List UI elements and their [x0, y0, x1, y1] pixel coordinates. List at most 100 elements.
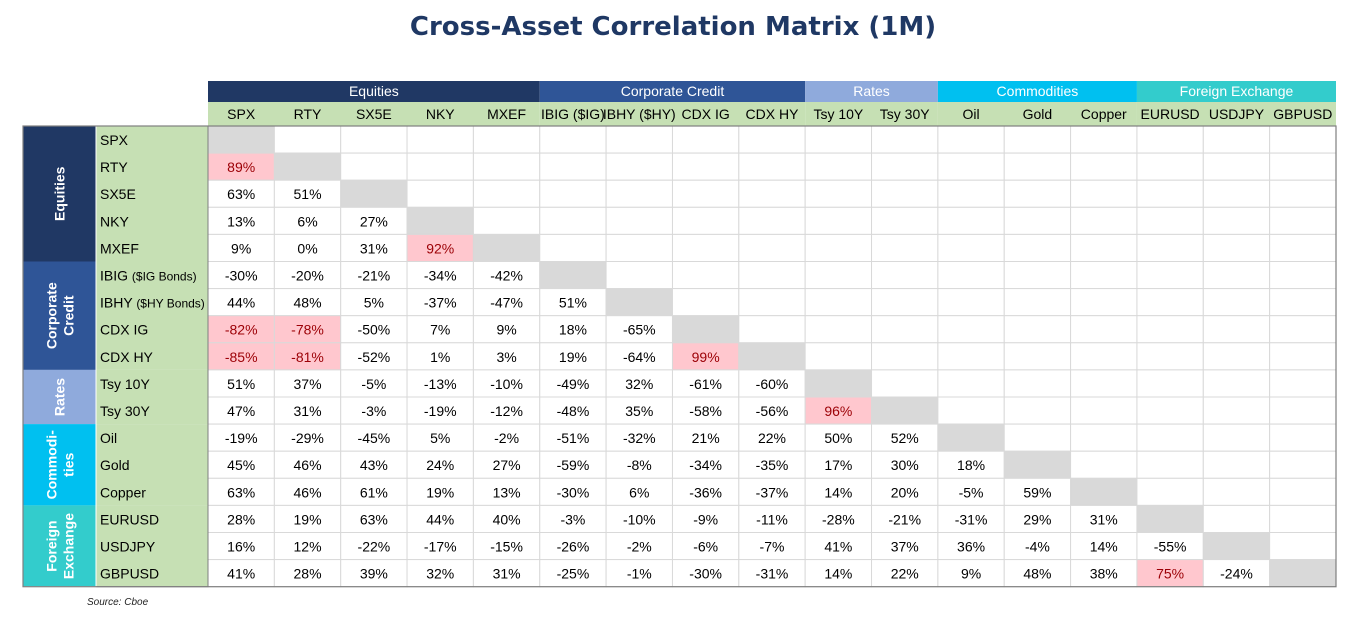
- matrix-value: -31%: [756, 566, 789, 582]
- matrix-cell: [539, 477, 607, 506]
- matrix-cell: [1136, 477, 1204, 506]
- column-header-label: GBPUSD: [1273, 106, 1332, 122]
- matrix-value: -22%: [358, 539, 391, 555]
- matrix-cell: [1003, 206, 1072, 235]
- matrix-cell: [1070, 315, 1138, 344]
- matrix-cell: [1269, 450, 1337, 479]
- matrix-value: 13%: [227, 213, 255, 229]
- matrix-value: 19%: [559, 349, 587, 365]
- row-label: CDX IG: [100, 322, 148, 338]
- matrix-cell: [871, 315, 939, 344]
- matrix-cell: [605, 152, 673, 181]
- matrix-value: -24%: [1220, 566, 1253, 582]
- column-header-label: IBIG ($IG): [541, 106, 605, 122]
- matrix-value: 92%: [426, 240, 454, 256]
- column-header-bg: [805, 102, 938, 126]
- matrix-cell: [671, 206, 740, 235]
- matrix-cell: [937, 369, 1005, 398]
- row-label: CDX HY: [100, 349, 154, 365]
- matrix-value: 75%: [1156, 566, 1184, 582]
- matrix-value: -11%: [756, 511, 788, 527]
- matrix-value: 9%: [961, 566, 981, 582]
- matrix-cell: [804, 152, 873, 181]
- matrix-cell: [605, 369, 673, 398]
- matrix-value: -52%: [358, 349, 391, 365]
- matrix-cell: [804, 450, 873, 479]
- matrix-value: 47%: [227, 403, 255, 419]
- matrix-value: -45%: [358, 430, 391, 446]
- matrix-cell: [1003, 532, 1072, 561]
- row-label: SX5E: [100, 186, 136, 202]
- matrix-cell: [340, 179, 408, 208]
- matrix-cell: [804, 206, 873, 235]
- group-side-label: Commodi-ties: [44, 430, 77, 500]
- matrix-cell: [1269, 396, 1337, 425]
- matrix-cell: [406, 504, 474, 533]
- matrix-value: 13%: [493, 484, 521, 500]
- matrix-value: -31%: [955, 511, 988, 527]
- matrix-cell: [406, 261, 474, 290]
- matrix-value: 14%: [1090, 539, 1118, 555]
- matrix-cell: [539, 288, 607, 317]
- matrix-cell: [539, 559, 607, 588]
- matrix-value: -30%: [557, 484, 590, 500]
- matrix-cell: [937, 423, 1005, 452]
- matrix-cell: [937, 261, 1005, 290]
- matrix-value: 31%: [294, 403, 322, 419]
- matrix-cell: [1003, 125, 1072, 154]
- matrix-value: 50%: [824, 430, 852, 446]
- matrix-cell: [472, 179, 541, 208]
- matrix-value: 51%: [559, 295, 587, 311]
- matrix-cell: [871, 342, 939, 371]
- matrix-value: 37%: [891, 539, 919, 555]
- matrix-cell: [605, 532, 673, 561]
- matrix-cell: [937, 206, 1005, 235]
- matrix-cell: [738, 315, 806, 344]
- matrix-value: 63%: [360, 511, 388, 527]
- matrix-cell: [1269, 559, 1337, 588]
- matrix-cell: [1136, 288, 1204, 317]
- matrix-value: -58%: [689, 403, 722, 419]
- matrix-cell: [273, 233, 342, 262]
- column-header-label: SPX: [227, 106, 256, 122]
- row-label: USDJPY: [100, 539, 156, 555]
- matrix-value: -42%: [490, 268, 523, 284]
- source-note: Source: Cboe: [87, 597, 149, 608]
- matrix-cell: [406, 288, 474, 317]
- matrix-cell: [605, 125, 673, 154]
- matrix-value: -13%: [424, 376, 457, 392]
- matrix-value: -51%: [557, 430, 590, 446]
- matrix-value: 39%: [360, 566, 388, 582]
- matrix-cell: [1202, 450, 1271, 479]
- row-label-bg: [96, 505, 208, 587]
- matrix-cell: [937, 152, 1005, 181]
- matrix-cell: [605, 288, 673, 317]
- matrix-cell: [1136, 233, 1204, 262]
- matrix-cell: [804, 532, 873, 561]
- matrix-value: 46%: [294, 457, 322, 473]
- row-label: Tsy 10Y: [100, 376, 150, 392]
- matrix-cell: [738, 288, 806, 317]
- matrix-cell: [1003, 369, 1072, 398]
- matrix-cell: [340, 233, 408, 262]
- matrix-value: -4%: [1025, 539, 1050, 555]
- matrix-value: 46%: [294, 484, 322, 500]
- matrix-cell: [804, 125, 873, 154]
- matrix-cell: [1202, 423, 1271, 452]
- matrix-cell: [273, 125, 342, 154]
- matrix-cell: [871, 369, 939, 398]
- matrix-value: -59%: [557, 457, 590, 473]
- matrix-cell: [804, 396, 873, 425]
- matrix-value: -3%: [560, 511, 585, 527]
- matrix-cell: [1202, 396, 1271, 425]
- matrix-cell: [273, 152, 342, 181]
- matrix-cell: [1003, 315, 1072, 344]
- column-header-bg: [208, 102, 540, 126]
- matrix-cell: [1070, 152, 1138, 181]
- matrix-cell: [1269, 423, 1337, 452]
- matrix-value: -26%: [557, 539, 590, 555]
- chart-title: Cross-Asset Correlation Matrix (1M): [409, 12, 937, 42]
- matrix-cell: [871, 125, 939, 154]
- matrix-cell: [539, 233, 607, 262]
- matrix-value: -48%: [557, 403, 590, 419]
